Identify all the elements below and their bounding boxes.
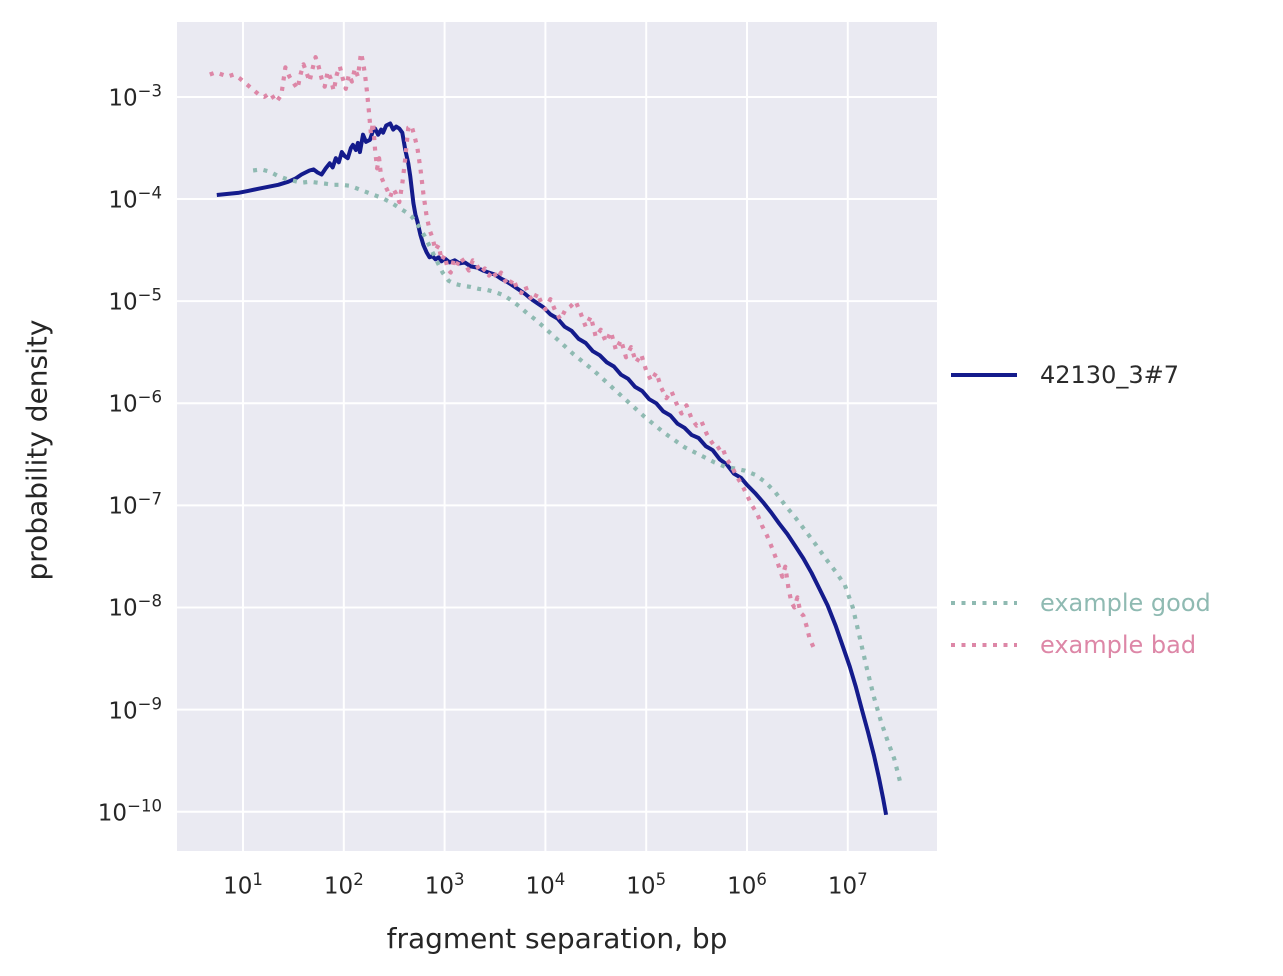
legend-line-dotted-icon <box>951 643 1017 647</box>
legend-line-solid-icon <box>951 373 1017 377</box>
y-tick-label: 10−8 <box>108 592 162 622</box>
legend-item-example-bad: example bad <box>950 630 1196 660</box>
legend-item-example-good: example good <box>950 588 1211 618</box>
legend-label-example-bad: example bad <box>1040 631 1197 659</box>
x-tick-label: 105 <box>626 870 667 900</box>
y-tick-label: 10−3 <box>108 81 162 112</box>
legend-label-sample: 42130_3#7 <box>1040 361 1179 389</box>
x-tick-label: 101 <box>223 870 263 900</box>
legend-line-dotted-icon <box>951 601 1017 605</box>
y-tick-label: 10−10 <box>97 796 162 827</box>
x-tick-label: 107 <box>827 870 868 900</box>
legend-item-sample: 42130_3#7 <box>950 360 1179 390</box>
y-tick-label: 10−4 <box>108 183 162 214</box>
x-tick-label: 102 <box>323 870 364 900</box>
series-paths <box>209 50 903 816</box>
y-tick-label: 10−5 <box>108 285 162 316</box>
y-axis-label: probability density <box>20 319 54 581</box>
series-line-sample <box>216 121 889 816</box>
series-line-example-good <box>252 167 903 783</box>
x-tick-label: 104 <box>525 870 566 900</box>
x-tick-label: 106 <box>727 870 767 900</box>
y-tick-label: 10−7 <box>108 490 162 520</box>
x-axis-label: fragment separation, bp <box>386 922 728 955</box>
series-line-example-bad <box>209 50 816 649</box>
legend-label-example-good: example good <box>1040 589 1211 617</box>
plot-panel <box>177 22 937 851</box>
y-tick-label: 10−6 <box>108 387 162 418</box>
x-tick-label: 103 <box>424 870 465 900</box>
gridlines <box>177 22 937 851</box>
y-tick-label: 10−9 <box>108 694 162 724</box>
